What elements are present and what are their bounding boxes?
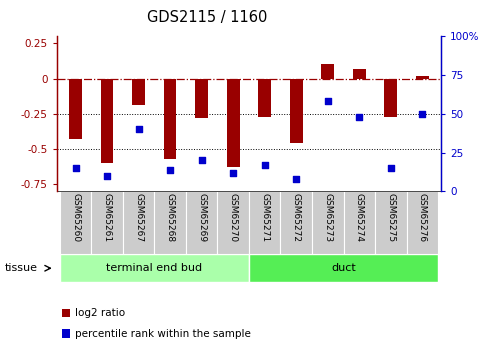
- Text: GSM65269: GSM65269: [197, 193, 206, 243]
- Point: [419, 111, 426, 117]
- Bar: [164, 79, 176, 159]
- Text: duct: duct: [331, 263, 356, 273]
- Bar: [123, 191, 154, 254]
- Bar: [312, 191, 344, 254]
- Text: GSM65270: GSM65270: [229, 193, 238, 243]
- Text: GSM65260: GSM65260: [71, 193, 80, 243]
- Point: [324, 99, 332, 104]
- Point: [166, 167, 174, 172]
- Bar: [416, 76, 428, 79]
- Text: GSM65275: GSM65275: [387, 193, 395, 243]
- Text: GSM65271: GSM65271: [260, 193, 269, 243]
- Bar: [132, 79, 145, 105]
- Point: [135, 127, 142, 132]
- Bar: [249, 254, 438, 282]
- Bar: [217, 191, 249, 254]
- Text: GSM65268: GSM65268: [166, 193, 175, 243]
- Text: GDS2115 / 1160: GDS2115 / 1160: [147, 10, 267, 25]
- Bar: [407, 191, 438, 254]
- Text: tissue: tissue: [5, 263, 38, 273]
- Text: GSM65261: GSM65261: [103, 193, 111, 243]
- Bar: [195, 79, 208, 118]
- Bar: [154, 191, 186, 254]
- Bar: [258, 79, 271, 117]
- Bar: [353, 69, 366, 79]
- Point: [355, 114, 363, 120]
- Bar: [101, 79, 113, 163]
- Text: percentile rank within the sample: percentile rank within the sample: [75, 329, 251, 339]
- Bar: [60, 254, 249, 282]
- Bar: [91, 191, 123, 254]
- Text: GSM65274: GSM65274: [355, 193, 364, 242]
- Text: GSM65276: GSM65276: [418, 193, 427, 243]
- Bar: [375, 191, 407, 254]
- Bar: [186, 191, 217, 254]
- Bar: [344, 191, 375, 254]
- Point: [261, 162, 269, 168]
- Bar: [385, 79, 397, 117]
- Bar: [249, 191, 281, 254]
- Bar: [290, 79, 303, 144]
- Point: [71, 165, 79, 171]
- Text: GSM65272: GSM65272: [292, 193, 301, 242]
- Text: GSM65267: GSM65267: [134, 193, 143, 243]
- Text: GSM65273: GSM65273: [323, 193, 332, 243]
- Bar: [227, 79, 240, 167]
- Text: terminal end bud: terminal end bud: [106, 263, 203, 273]
- Point: [229, 170, 237, 176]
- Bar: [70, 79, 82, 139]
- Point: [198, 158, 206, 163]
- Point: [387, 165, 395, 171]
- Point: [103, 173, 111, 179]
- Bar: [281, 191, 312, 254]
- Text: log2 ratio: log2 ratio: [75, 308, 126, 318]
- Point: [292, 176, 300, 182]
- Bar: [60, 191, 91, 254]
- Bar: [321, 65, 334, 79]
